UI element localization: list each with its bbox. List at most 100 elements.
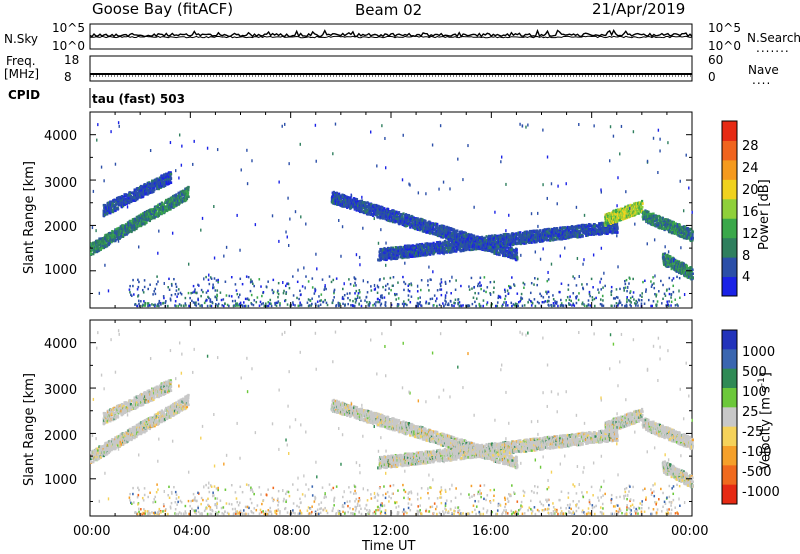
power-cell <box>426 253 429 256</box>
power-cell <box>152 216 155 219</box>
power-cell <box>401 215 404 219</box>
power-cell <box>443 248 446 251</box>
power-cell <box>350 203 353 206</box>
power-cell <box>489 245 492 249</box>
power-cell <box>521 241 524 244</box>
power-cell <box>509 252 512 255</box>
power-cell <box>378 250 381 254</box>
power-cell <box>562 231 565 234</box>
power-cell <box>153 182 157 186</box>
power-cell <box>464 237 467 241</box>
power-cell <box>381 253 384 257</box>
power-cell <box>513 237 517 241</box>
power-cell <box>375 203 378 207</box>
power-cell <box>492 245 495 249</box>
power-cell <box>383 258 386 261</box>
power-cell <box>394 210 397 214</box>
power-cell <box>164 184 167 187</box>
power-cell <box>125 228 128 232</box>
power-cell <box>181 199 185 203</box>
power-cell <box>117 235 120 239</box>
power-cell <box>524 238 527 242</box>
power-cell <box>408 216 411 219</box>
power-cell <box>473 234 476 238</box>
power-cell <box>354 207 357 211</box>
power-cell <box>102 241 106 244</box>
power-cell <box>114 238 117 242</box>
power-cell <box>409 250 412 254</box>
power-cell <box>98 243 101 247</box>
power-cell <box>122 201 125 205</box>
power-cell <box>465 233 468 237</box>
power-cell <box>549 239 552 242</box>
power-cell <box>152 209 155 212</box>
power-cell <box>492 247 495 251</box>
power-cell <box>153 188 156 192</box>
power-cell <box>133 228 136 232</box>
power-cell <box>430 227 434 230</box>
power-cell <box>477 247 480 250</box>
power-cell <box>510 246 513 250</box>
power-cell <box>388 217 391 221</box>
power-cell <box>479 239 482 242</box>
power-cell <box>451 227 454 231</box>
power-cell <box>118 197 121 200</box>
power-cell <box>457 234 460 238</box>
power-cell <box>503 245 507 249</box>
power-cell <box>454 242 458 246</box>
power-cell <box>160 211 163 215</box>
power-cell <box>450 244 453 247</box>
power-cell <box>539 237 542 240</box>
power-cell <box>455 240 458 244</box>
power-cell <box>96 239 99 243</box>
power-cell <box>510 239 513 243</box>
power-cell <box>491 249 494 252</box>
power-cell <box>427 245 430 249</box>
power-cell <box>423 221 427 224</box>
power-cell <box>124 193 128 196</box>
power-cell <box>142 215 145 218</box>
power-cell <box>380 208 383 211</box>
power-cell <box>134 217 137 221</box>
power-cell <box>355 209 358 212</box>
power-cell <box>371 209 374 212</box>
power-cell <box>452 248 456 252</box>
power-cell <box>533 236 536 239</box>
power-cell <box>169 200 172 204</box>
power-cell <box>375 212 378 216</box>
power-cell <box>518 235 521 239</box>
power-cell <box>356 206 359 209</box>
power-cell <box>559 226 562 230</box>
power-cell <box>342 197 345 201</box>
power-cell <box>389 219 393 223</box>
power-cell <box>471 246 474 250</box>
power-cell <box>361 210 364 213</box>
power-cell <box>111 201 114 205</box>
power-cell <box>455 250 458 253</box>
power-cell <box>440 232 443 235</box>
power-cell <box>436 242 439 245</box>
power-cell <box>418 254 421 257</box>
power-cell <box>472 247 476 251</box>
power-cell <box>356 200 360 203</box>
power-cell <box>435 226 438 230</box>
power-cell <box>480 237 483 240</box>
power-cell <box>112 210 115 214</box>
power-cell <box>400 247 403 251</box>
power-cell <box>436 222 439 226</box>
power-cell <box>388 215 391 219</box>
power-cell <box>438 251 441 255</box>
power-cell <box>517 231 520 235</box>
power-cell <box>117 207 120 211</box>
power-cell <box>442 242 445 245</box>
power-cell <box>378 259 381 262</box>
power-cell <box>456 237 459 241</box>
power-cell <box>395 212 398 215</box>
power-cell <box>506 249 509 253</box>
power-cell <box>461 241 464 245</box>
power-cell <box>352 197 356 200</box>
power-cell <box>104 240 107 243</box>
power-cell <box>458 238 461 241</box>
power-cell <box>138 195 141 198</box>
